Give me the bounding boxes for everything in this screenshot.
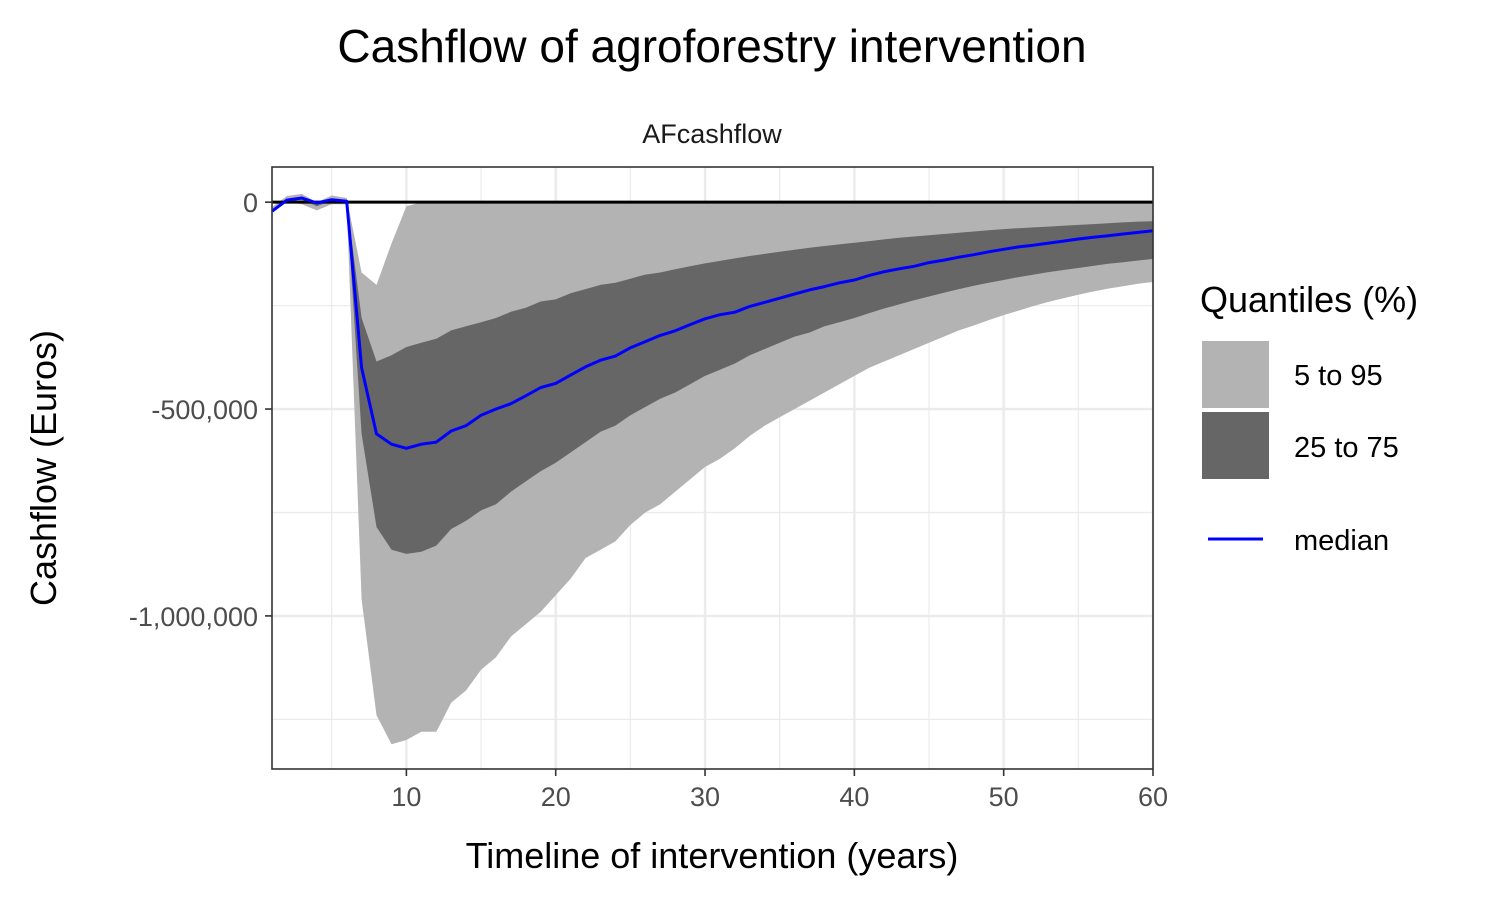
plot-border — [271, 166, 1154, 770]
x-tick-label: 50 — [989, 782, 1019, 812]
x-axis-label: Timeline of intervention (years) — [466, 835, 959, 876]
legend-label-25-to-75: 25 to 75 — [1294, 432, 1399, 464]
legend-key-25-to-75 — [1202, 412, 1269, 479]
legend-label-5-to-95: 5 to 95 — [1294, 360, 1383, 392]
plot-panel: 10 20 30 40 50 60 0 -500,000 -1,000,000 — [129, 166, 1168, 812]
x-tick-label: 20 — [541, 782, 571, 812]
facet-label: AFcashflow — [642, 119, 782, 149]
legend-label-median: median — [1294, 525, 1389, 557]
y-tick-label: -500,000 — [151, 395, 258, 425]
median-line — [271, 196, 1154, 450]
y-tick-label: -1,000,000 — [129, 602, 258, 632]
legend-key-5-to-95 — [1202, 341, 1269, 408]
band-25-to-75 — [272, 197, 1153, 554]
x-tick-label: 30 — [690, 782, 720, 812]
y-axis-label: Cashflow (Euros) — [23, 330, 64, 606]
y-tick-label: 0 — [243, 188, 258, 218]
x-tick-label: 10 — [391, 782, 421, 812]
x-tick-label: 40 — [839, 782, 869, 812]
legend: Quantiles (%) 5 to 95 25 to 75 median — [1200, 279, 1418, 557]
legend-title: Quantiles (%) — [1200, 279, 1418, 320]
x-tick-label: 60 — [1138, 782, 1168, 812]
chart-title: Cashflow of agroforestry intervention — [337, 20, 1086, 72]
